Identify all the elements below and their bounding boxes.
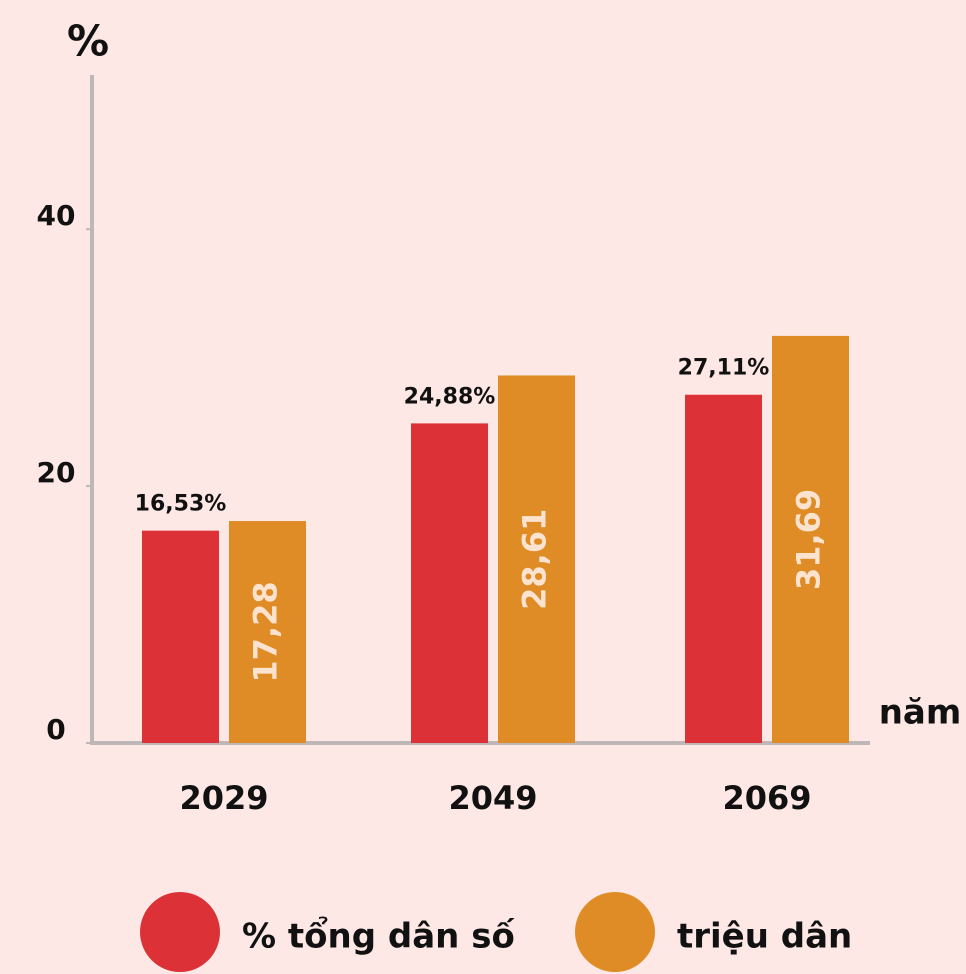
bar: [772, 335, 849, 743]
y-tick-label: 0: [46, 713, 65, 746]
data-label: 28,61: [516, 509, 554, 610]
x-tick-label: 2069: [722, 779, 811, 817]
bar: [229, 521, 306, 743]
y-tick-label: 20: [37, 456, 76, 489]
bar: [498, 375, 575, 743]
legend-label: % tổng dân số: [242, 916, 515, 957]
y-axis-label: %: [67, 17, 109, 66]
data-label: 27,11%: [678, 356, 770, 381]
bar: [142, 530, 219, 743]
x-tick-label: 2029: [179, 779, 268, 817]
data-label: 31,69: [790, 489, 828, 590]
data-label: 17,28: [247, 581, 285, 682]
bar: [411, 423, 488, 743]
legend-swatch: [575, 892, 655, 972]
data-label: 16,53%: [135, 492, 227, 517]
x-tick-label: 2049: [448, 779, 537, 817]
y-tick-label: 40: [37, 199, 76, 232]
x-axis-label: năm: [879, 693, 962, 733]
bar: [685, 394, 762, 743]
legend-label: triệu dân: [677, 917, 852, 957]
data-label: 24,88%: [404, 384, 496, 409]
legend-swatch: [140, 892, 220, 972]
